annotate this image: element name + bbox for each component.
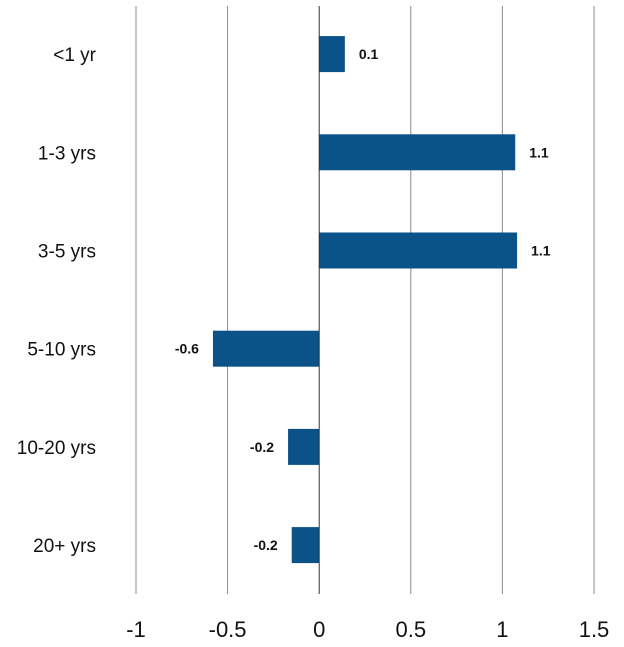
bar bbox=[288, 428, 320, 465]
x-tick-label: 1.5 bbox=[579, 617, 610, 642]
bar bbox=[212, 330, 320, 367]
gridlines bbox=[135, 6, 595, 594]
category-label: 1-3 yrs bbox=[38, 143, 96, 164]
category-label: 20+ yrs bbox=[33, 536, 96, 557]
x-tick-label: -0.5 bbox=[209, 617, 247, 642]
category-labels: <1 yr 1-3 yrs 3-5 yrs 5-10 yrs 10-20 yrs 20+ … bbox=[17, 45, 97, 557]
bar bbox=[319, 134, 516, 171]
data-label: -0.2 bbox=[254, 537, 278, 553]
data-label: 1.1 bbox=[529, 144, 549, 160]
bar bbox=[291, 527, 320, 564]
data-label: 0.1 bbox=[359, 46, 379, 62]
x-tick-label: 0 bbox=[313, 617, 325, 642]
bar bbox=[319, 36, 345, 73]
data-label: -0.2 bbox=[250, 439, 274, 455]
x-tick-label: -1 bbox=[126, 617, 146, 642]
bar bbox=[319, 232, 518, 269]
bars bbox=[212, 36, 518, 564]
data-labels: 0.1 1.1 1.1 -0.6 -0.2 -0.2 bbox=[175, 46, 551, 553]
x-tick-label: 0.5 bbox=[396, 617, 427, 642]
category-label: <1 yr bbox=[53, 45, 96, 66]
x-tick-label: 1 bbox=[496, 617, 508, 642]
category-label: 10-20 yrs bbox=[17, 438, 96, 459]
data-label: 1.1 bbox=[531, 243, 551, 259]
category-label: 5-10 yrs bbox=[27, 340, 96, 361]
x-axis-tick-labels: -1 -0.5 0 0.5 1 1.5 bbox=[126, 617, 609, 642]
data-label: -0.6 bbox=[175, 341, 199, 357]
category-label: 3-5 yrs bbox=[38, 242, 96, 263]
